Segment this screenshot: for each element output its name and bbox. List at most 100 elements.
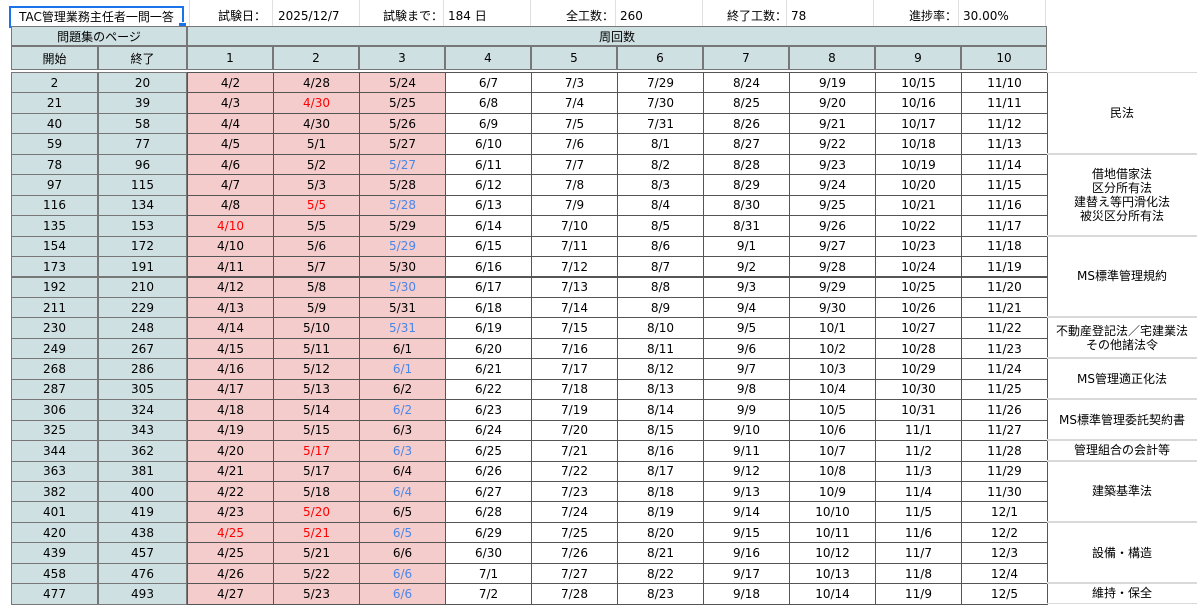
end-page-cell[interactable]: 229	[98, 296, 187, 319]
end-page-cell[interactable]: 324	[98, 399, 187, 421]
lap-date-cell[interactable]: 9/4	[703, 296, 790, 319]
lap-date-cell[interactable]: 4/30	[273, 112, 360, 135]
lap-date-cell[interactable]: 6/7	[445, 72, 532, 94]
subject-label[interactable]: MS標準管理規約	[1047, 235, 1197, 318]
lap-date-cell[interactable]: 8/17	[617, 460, 704, 482]
lap-date-cell[interactable]: 11/30	[961, 481, 1048, 503]
lap-date-cell[interactable]: 12/3	[961, 542, 1048, 564]
lap-date-cell[interactable]: 5/3	[273, 174, 360, 196]
lap-date-cell[interactable]: 9/11	[703, 440, 790, 462]
lap-date-cell[interactable]: 5/28	[359, 194, 446, 217]
start-page-cell[interactable]: 135	[11, 215, 98, 237]
subject-label[interactable]: MS管理適正化法	[1047, 358, 1197, 400]
lap-date-cell[interactable]: 7/30	[617, 92, 704, 114]
lap-date-cell[interactable]: 5/25	[359, 92, 446, 114]
lap-date-cell[interactable]: 6/6	[359, 542, 446, 564]
start-page-cell[interactable]: 116	[11, 194, 98, 217]
lap-date-cell[interactable]: 11/26	[961, 399, 1048, 421]
lap-date-cell[interactable]: 7/4	[531, 92, 618, 114]
lap-date-cell[interactable]: 9/5	[703, 317, 790, 339]
lap-date-cell[interactable]: 9/8	[703, 378, 790, 401]
lap-date-cell[interactable]: 10/30	[875, 378, 962, 401]
lap-date-cell[interactable]: 12/4	[961, 562, 1048, 585]
lap-date-cell[interactable]: 5/13	[273, 378, 360, 401]
lap-date-cell[interactable]: 6/1	[359, 337, 446, 360]
lap-date-cell[interactable]: 11/9	[875, 583, 962, 605]
lap-date-cell[interactable]: 11/6	[875, 521, 962, 544]
lap-date-cell[interactable]: 10/16	[875, 92, 962, 114]
subject-label[interactable]: 民法	[1047, 72, 1197, 154]
lap-date-cell[interactable]: 7/24	[531, 501, 618, 523]
lap-date-cell[interactable]: 4/12	[187, 276, 274, 298]
start-page-cell[interactable]: 21	[11, 92, 98, 114]
lap-date-cell[interactable]: 4/11	[187, 256, 274, 278]
lap-date-cell[interactable]: 10/31	[875, 399, 962, 421]
lap-date-cell[interactable]: 9/23	[789, 153, 876, 176]
lap-date-cell[interactable]: 6/2	[359, 399, 446, 421]
lap-date-cell[interactable]: 8/10	[617, 317, 704, 339]
lap-date-cell[interactable]: 9/1	[703, 235, 790, 258]
exam-date-value[interactable]: 2025/12/7	[278, 9, 340, 23]
lap-date-cell[interactable]: 11/17	[961, 215, 1048, 237]
lap-date-cell[interactable]: 9/9	[703, 399, 790, 421]
lap-date-cell[interactable]: 4/17	[187, 378, 274, 401]
lap-date-cell[interactable]: 6/8	[445, 92, 532, 114]
lap-date-cell[interactable]: 9/10	[703, 419, 790, 442]
lap-date-cell[interactable]: 9/13	[703, 481, 790, 503]
lap-date-cell[interactable]: 4/25	[187, 521, 274, 544]
start-page-cell[interactable]: 192	[11, 276, 98, 298]
lap-date-cell[interactable]: 8/4	[617, 194, 704, 217]
lap-date-cell[interactable]: 10/20	[875, 174, 962, 196]
end-page-cell[interactable]: 210	[98, 276, 187, 298]
lap-date-cell[interactable]: 6/17	[445, 276, 532, 298]
lap-date-cell[interactable]: 6/20	[445, 337, 532, 360]
lap-date-cell[interactable]: 5/29	[359, 215, 446, 237]
start-page-cell[interactable]: 420	[11, 521, 98, 544]
subject-label[interactable]: 設備・構造	[1047, 521, 1197, 584]
lap-date-cell[interactable]: 7/12	[531, 256, 618, 278]
lap-date-cell[interactable]: 7/31	[617, 112, 704, 135]
lap-date-cell[interactable]: 6/22	[445, 378, 532, 401]
lap-date-cell[interactable]: 8/8	[617, 276, 704, 298]
subject-label[interactable]: 不動産登記法／宅建業法 その他諸法令	[1047, 317, 1197, 359]
end-page-cell[interactable]: 419	[98, 501, 187, 523]
lap-date-cell[interactable]: 11/14	[961, 153, 1048, 176]
start-page-cell[interactable]: 401	[11, 501, 98, 523]
lap-date-cell[interactable]: 7/9	[531, 194, 618, 217]
lap-date-cell[interactable]: 6/16	[445, 256, 532, 278]
lap-date-cell[interactable]: 10/21	[875, 194, 962, 217]
end-page-cell[interactable]: 493	[98, 583, 187, 605]
lap-date-cell[interactable]: 8/20	[617, 521, 704, 544]
start-page-cell[interactable]: 173	[11, 256, 98, 278]
lap-date-cell[interactable]: 6/30	[445, 542, 532, 564]
lap-date-cell[interactable]: 9/6	[703, 337, 790, 360]
lap-date-cell[interactable]: 9/26	[789, 215, 876, 237]
lap-date-cell[interactable]: 4/16	[187, 358, 274, 380]
lap-date-cell[interactable]: 5/5	[273, 215, 360, 237]
start-page-cell[interactable]: 154	[11, 235, 98, 258]
lap-date-cell[interactable]: 4/28	[273, 72, 360, 94]
end-page-cell[interactable]: 248	[98, 317, 187, 339]
lap-date-cell[interactable]: 5/10	[273, 317, 360, 339]
lap-date-cell[interactable]: 7/11	[531, 235, 618, 258]
lap-date-cell[interactable]: 11/12	[961, 112, 1048, 135]
lap-date-cell[interactable]: 4/2	[187, 72, 274, 94]
lap-date-cell[interactable]: 11/21	[961, 296, 1048, 319]
lap-date-cell[interactable]: 9/15	[703, 521, 790, 544]
lap-date-cell[interactable]: 10/23	[875, 235, 962, 258]
lap-date-cell[interactable]: 4/25	[187, 542, 274, 564]
lap-date-cell[interactable]: 5/21	[273, 521, 360, 544]
lap-date-cell[interactable]: 9/22	[789, 133, 876, 155]
lap-date-cell[interactable]: 6/6	[359, 583, 446, 605]
lap-date-cell[interactable]: 11/10	[961, 72, 1048, 94]
lap-date-cell[interactable]: 10/24	[875, 256, 962, 278]
lap-date-cell[interactable]: 7/8	[531, 174, 618, 196]
lap-date-cell[interactable]: 9/7	[703, 358, 790, 380]
lap-date-cell[interactable]: 5/22	[273, 562, 360, 585]
lap-date-cell[interactable]: 8/13	[617, 378, 704, 401]
lap-date-cell[interactable]: 7/1	[445, 562, 532, 585]
lap-date-cell[interactable]: 6/2	[359, 378, 446, 401]
progress-value[interactable]: 30.00%	[963, 9, 1009, 23]
lap-date-cell[interactable]: 10/3	[789, 358, 876, 380]
lap-date-cell[interactable]: 8/6	[617, 235, 704, 258]
